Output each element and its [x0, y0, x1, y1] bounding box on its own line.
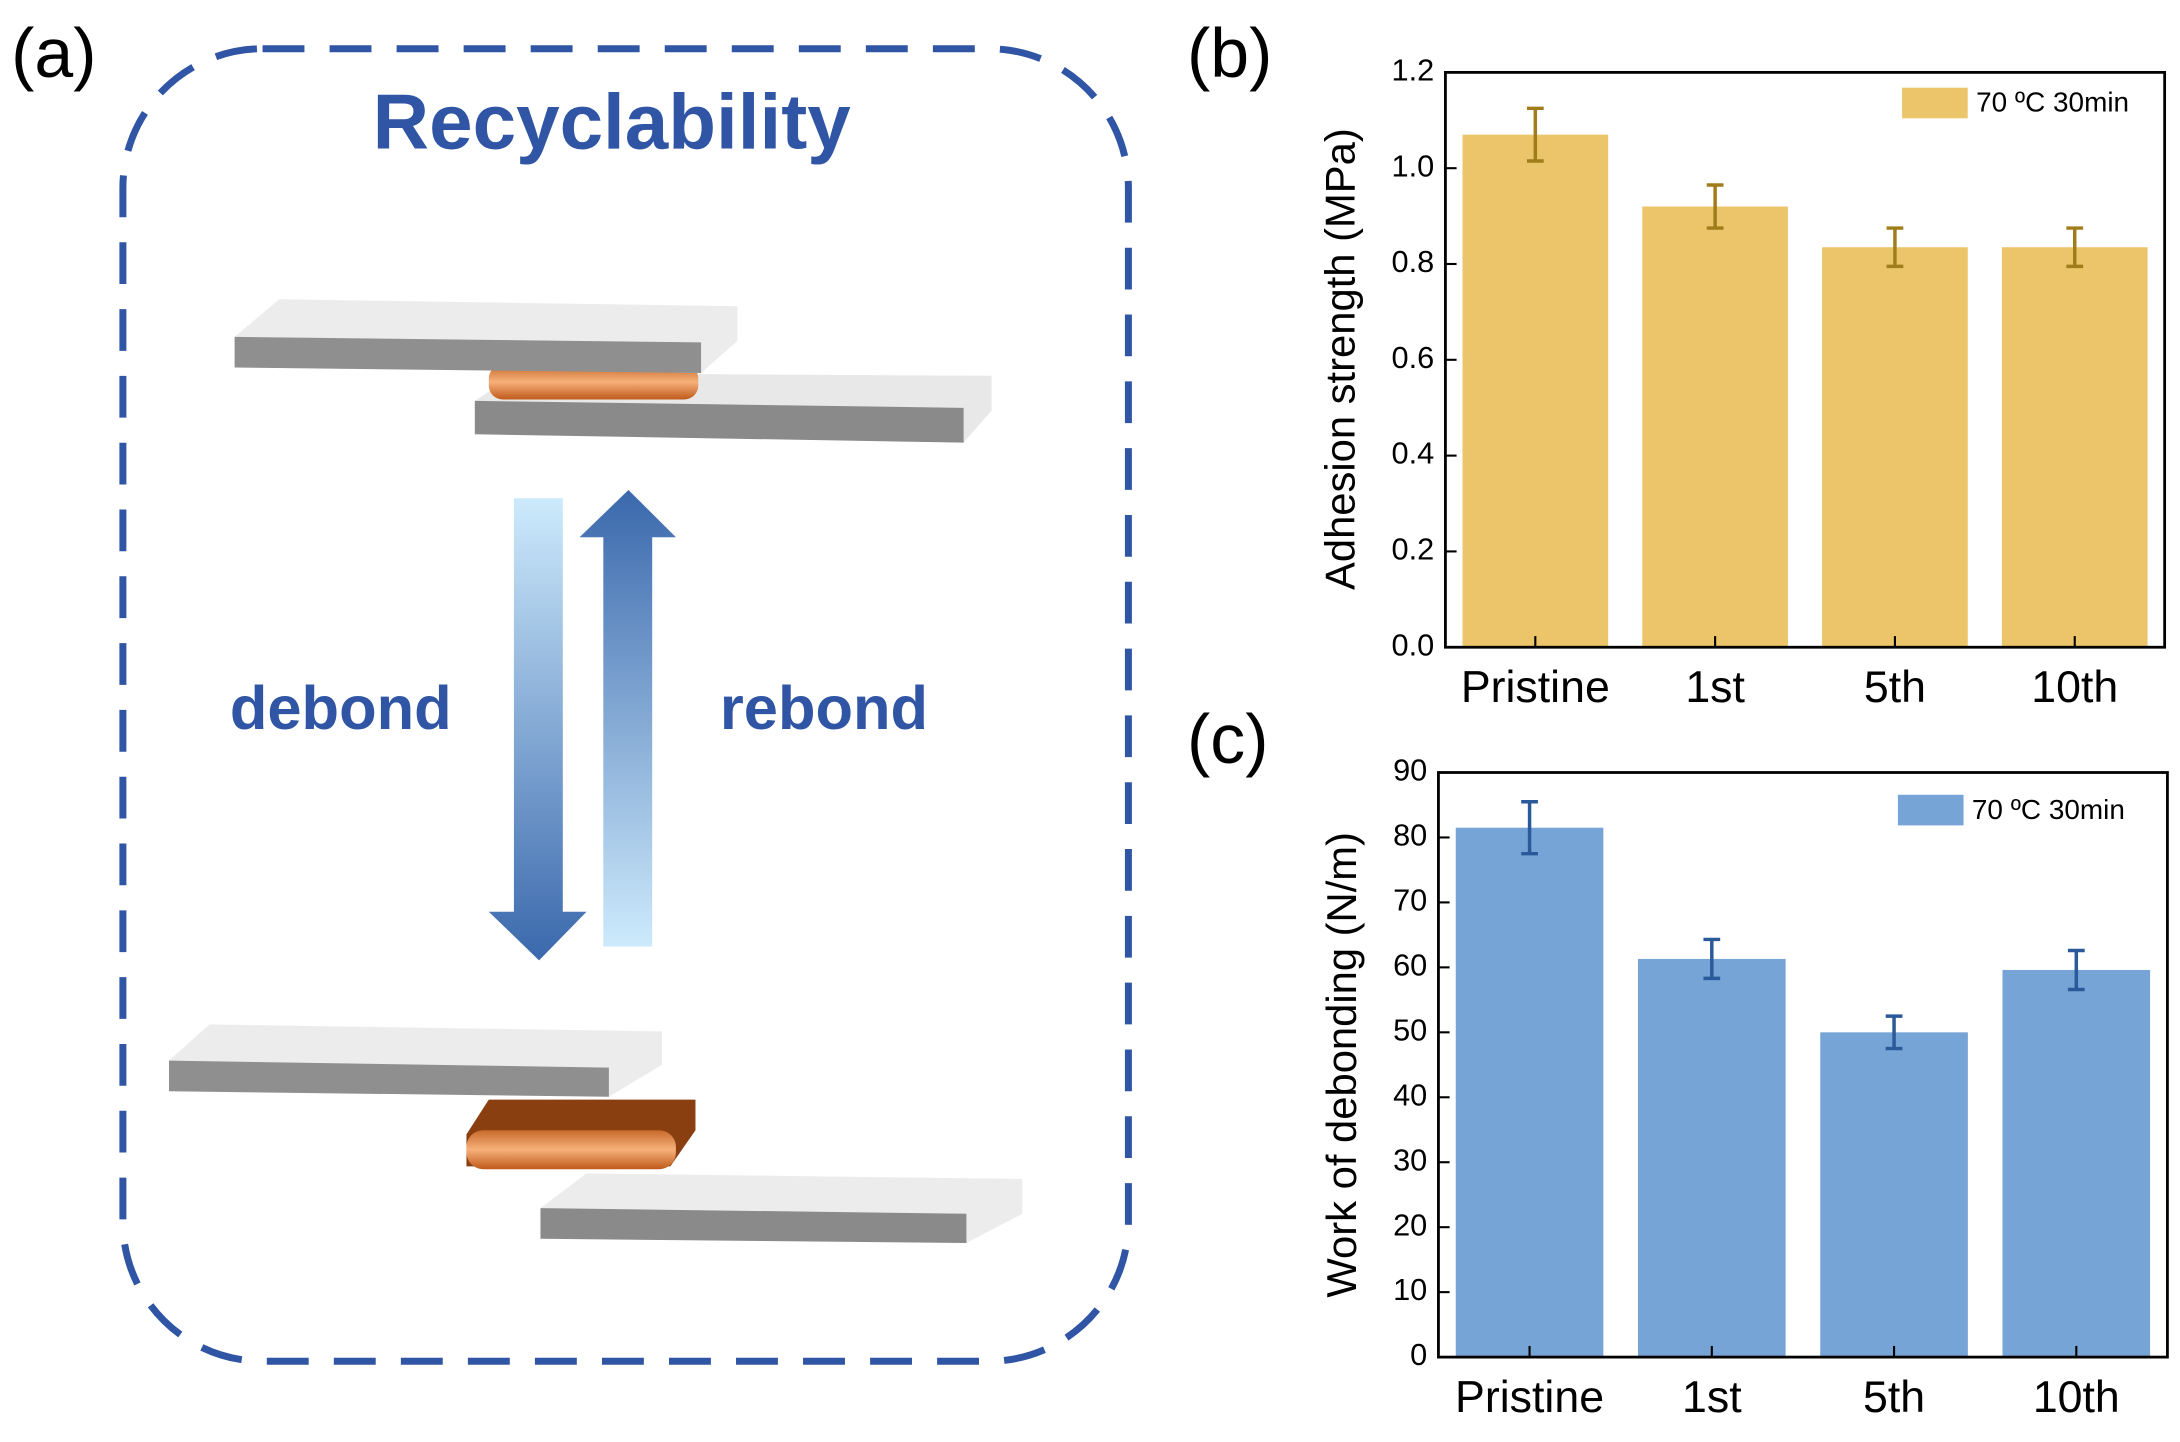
debonded-plates	[168, 1024, 1023, 1243]
y-tick-label: 0.0	[1392, 628, 1435, 662]
panel-a: (a) Recyclability debond rebond	[11, 14, 1132, 1365]
y-tick-label: 90	[1393, 754, 1427, 788]
error-bar	[2067, 948, 2085, 992]
y-tick-label: 0.2	[1392, 533, 1435, 567]
dashed-frame	[119, 45, 1132, 1365]
bar	[2001, 247, 2148, 648]
panel-label: (b)	[1187, 14, 1272, 92]
y-tick-label: 0.8	[1392, 245, 1435, 279]
error-bar	[1886, 226, 1904, 269]
y-tick-label: 30	[1393, 1143, 1427, 1177]
y-tick-label: 70	[1393, 884, 1427, 918]
bar	[1642, 206, 1788, 648]
x-tick-label: Pristine	[1461, 663, 1610, 712]
x-tick-label: 5th	[1864, 663, 1926, 712]
error-bar	[2066, 226, 2084, 269]
y-tick-label: 80	[1393, 819, 1427, 853]
y-axis-title: Work of debonding (N/m)	[1318, 832, 1365, 1298]
y-tick-label: 60	[1393, 949, 1427, 983]
y-tick-label: 1.0	[1392, 149, 1435, 183]
rebond-label: rebond	[720, 673, 928, 742]
y-tick-label: 10	[1393, 1273, 1427, 1307]
diagram-title: Recyclability	[373, 78, 851, 166]
y-tick-label: 0.4	[1392, 437, 1435, 471]
y-tick-label: 50	[1393, 1013, 1427, 1047]
x-tick-label: 1st	[1682, 1373, 1742, 1422]
axes-frame	[1437, 771, 2169, 1359]
legend-label: 70 ºC 30min	[1972, 794, 2125, 825]
x-tick-label: 1st	[1685, 663, 1745, 712]
bar	[1637, 958, 1786, 1358]
error-bar	[1521, 799, 1538, 856]
bar	[1822, 247, 1968, 648]
y-tick-label: 40	[1393, 1078, 1427, 1112]
y-tick-label: 20	[1393, 1208, 1427, 1242]
x-tick-label: 10th	[2033, 1373, 2120, 1422]
bonded-plates	[234, 299, 992, 443]
error-bar	[1706, 183, 1724, 230]
y-tick-label: 0	[1410, 1338, 1427, 1372]
bar	[1462, 134, 1609, 648]
arrows	[488, 489, 676, 961]
legend-swatch	[1897, 794, 1964, 826]
legend-label: 70 ºC 30min	[1976, 87, 2129, 118]
bar	[2002, 969, 2151, 1358]
bar-chart: (b) Adhesion strength (MPa) 0.0 0.2 0.4 0.6 0.…	[1187, 14, 2167, 712]
y-axis-title: Adhesion strength (MPa)	[1316, 128, 1363, 590]
bar	[1455, 827, 1604, 1358]
bar	[1820, 1032, 1968, 1358]
y-tick-label: 0.6	[1392, 341, 1435, 375]
error-bar	[1885, 1014, 1903, 1051]
error-bar	[1526, 106, 1544, 163]
error-bar	[1703, 937, 1721, 981]
legend-swatch	[1902, 87, 1968, 119]
axes-frame	[1444, 70, 2167, 649]
panel-label: (a)	[11, 14, 96, 92]
y-tick-label: 1.2	[1392, 54, 1435, 88]
x-tick-label: 5th	[1863, 1373, 1925, 1422]
debond-label: debond	[230, 673, 452, 742]
panel-label: (c)	[1187, 700, 1268, 778]
x-tick-label: Pristine	[1455, 1373, 1604, 1422]
x-tick-label: 10th	[2031, 663, 2118, 712]
bar-chart: (c) Work of debonding (N/m) 0 10 20 30 40 50 60 7…	[1187, 700, 2169, 1422]
